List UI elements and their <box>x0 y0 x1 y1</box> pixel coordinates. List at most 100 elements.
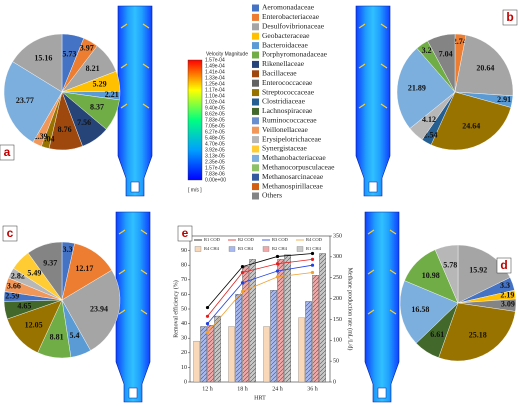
legend-swatch <box>252 42 259 50</box>
legend-label: Methanobacteriaceae <box>262 153 326 162</box>
baffle <box>367 309 397 315</box>
slice-label: 2.59 <box>5 292 19 301</box>
legend-swatch <box>252 70 259 78</box>
legend-label: R4 CH4 <box>204 246 220 251</box>
legend-label: Desulfovibrionaceae <box>262 22 325 31</box>
colorbar-label: 4.70e-05 <box>205 141 225 147</box>
outlet <box>368 181 378 193</box>
line-marker <box>310 263 315 267</box>
slice-label: 9.37 <box>43 258 57 267</box>
pie-slice <box>438 302 516 362</box>
line-marker <box>310 257 315 261</box>
colorbar <box>187 59 203 181</box>
legend-swatch <box>252 173 259 181</box>
line-marker <box>205 322 210 326</box>
bar <box>228 326 235 383</box>
slice-label: 4.12 <box>422 115 436 124</box>
legend-swatch <box>252 126 259 134</box>
slice-label: 5.73 <box>62 49 76 58</box>
legend-label: R2 CH4 <box>272 246 288 251</box>
pie-slice <box>434 244 459 304</box>
bar <box>298 317 305 383</box>
slice-label: 3.3 <box>62 245 72 254</box>
line-marker <box>275 262 280 266</box>
panel-label: d <box>500 258 507 272</box>
pie-slice <box>454 34 514 97</box>
colorbar-label: 1.17e-04 <box>205 87 225 93</box>
panel-label-box <box>496 257 512 274</box>
line-marker <box>275 269 280 273</box>
bar <box>263 326 270 383</box>
y2-tick-label: 100 <box>333 338 342 344</box>
bar-hatch <box>312 275 319 383</box>
legend-label: R3 COD <box>272 237 289 242</box>
legend-label: Enterobacteriaceae <box>262 12 320 21</box>
slice-label: 5.4 <box>70 331 80 340</box>
legend-swatch <box>194 246 202 252</box>
y2-tick-label: 150 <box>333 317 342 323</box>
y-tick-label: 90 <box>181 248 187 254</box>
slice-label: 7.56 <box>77 118 91 127</box>
pie-slice <box>396 48 456 129</box>
slice-label: 3.97 <box>80 44 94 53</box>
colorbar-label: 2.35e-05 <box>205 159 225 165</box>
baffle <box>367 229 397 235</box>
line <box>207 253 313 308</box>
legend-label: Clostridiaceae <box>262 97 306 106</box>
reactor <box>117 5 153 197</box>
legend-label: R3 CH4 <box>238 246 254 251</box>
baffle <box>358 63 388 69</box>
x-tick-label: 18 h <box>237 386 248 392</box>
slice-label: 2.82 <box>11 272 25 281</box>
slice-label: 3.2 <box>422 46 432 55</box>
baffle <box>118 269 148 275</box>
pie-slice <box>430 91 512 151</box>
bar-hatch <box>277 259 284 383</box>
legend-swatch <box>228 246 236 252</box>
colorbar-label: 1.57e-04 <box>205 57 225 63</box>
legend-label: Ruminococcaceae <box>262 116 317 125</box>
legend-label: R2 COD <box>238 237 255 242</box>
slice-label: 3.09 <box>501 300 515 309</box>
slice-label: 12.05 <box>25 321 43 330</box>
legend-label: Enterococcaceae <box>262 78 313 87</box>
slice-label: 3.66 <box>7 282 21 291</box>
line-marker <box>310 251 315 256</box>
colorbar-label: 0.00e+00 <box>205 177 226 183</box>
slice-label: 25.18 <box>469 331 487 340</box>
pie-slice <box>399 280 459 344</box>
legend-swatch <box>252 4 259 12</box>
baffle <box>358 103 388 109</box>
legend-swatch <box>252 23 259 31</box>
x-tick-label: 36 h <box>307 386 318 392</box>
y-tick-label: 30 <box>181 336 187 342</box>
panel-label-box <box>2 225 18 242</box>
x-axis-label: HRT <box>254 395 266 401</box>
legend-swatch <box>296 246 304 252</box>
legend-label: Others <box>262 191 282 200</box>
pie-slice <box>61 269 121 351</box>
slice-label: 23.77 <box>16 96 34 105</box>
panel-label: c <box>7 226 14 240</box>
colorbar-label: 9.40e-05 <box>205 105 225 111</box>
pie-slice <box>12 33 63 93</box>
panel-label: b <box>506 10 513 24</box>
colorbar-title: Velocity Magnitude <box>206 51 248 57</box>
bar-hatch <box>284 254 291 383</box>
y-tick-label: 80 <box>181 263 187 269</box>
panel-label: e <box>182 226 189 240</box>
outlet <box>128 387 138 399</box>
colorbar-label: 5.48e-05 <box>205 135 225 141</box>
legend-label: Bacillaceae <box>262 69 297 78</box>
legend-swatch <box>252 107 259 115</box>
legend-label: R1 COD <box>204 237 221 242</box>
colorbar-label: 1.10e-04 <box>205 93 225 99</box>
legend-label: R4 COD <box>306 237 323 242</box>
pie-slice <box>27 241 63 301</box>
line-marker <box>275 254 280 259</box>
slice-label: 2.04 <box>40 135 54 144</box>
y-tick-label: 10 <box>181 365 187 371</box>
y2-tick-label: 200 <box>333 296 342 302</box>
legend-swatch <box>252 192 259 200</box>
slice-label: 15.16 <box>34 53 52 62</box>
